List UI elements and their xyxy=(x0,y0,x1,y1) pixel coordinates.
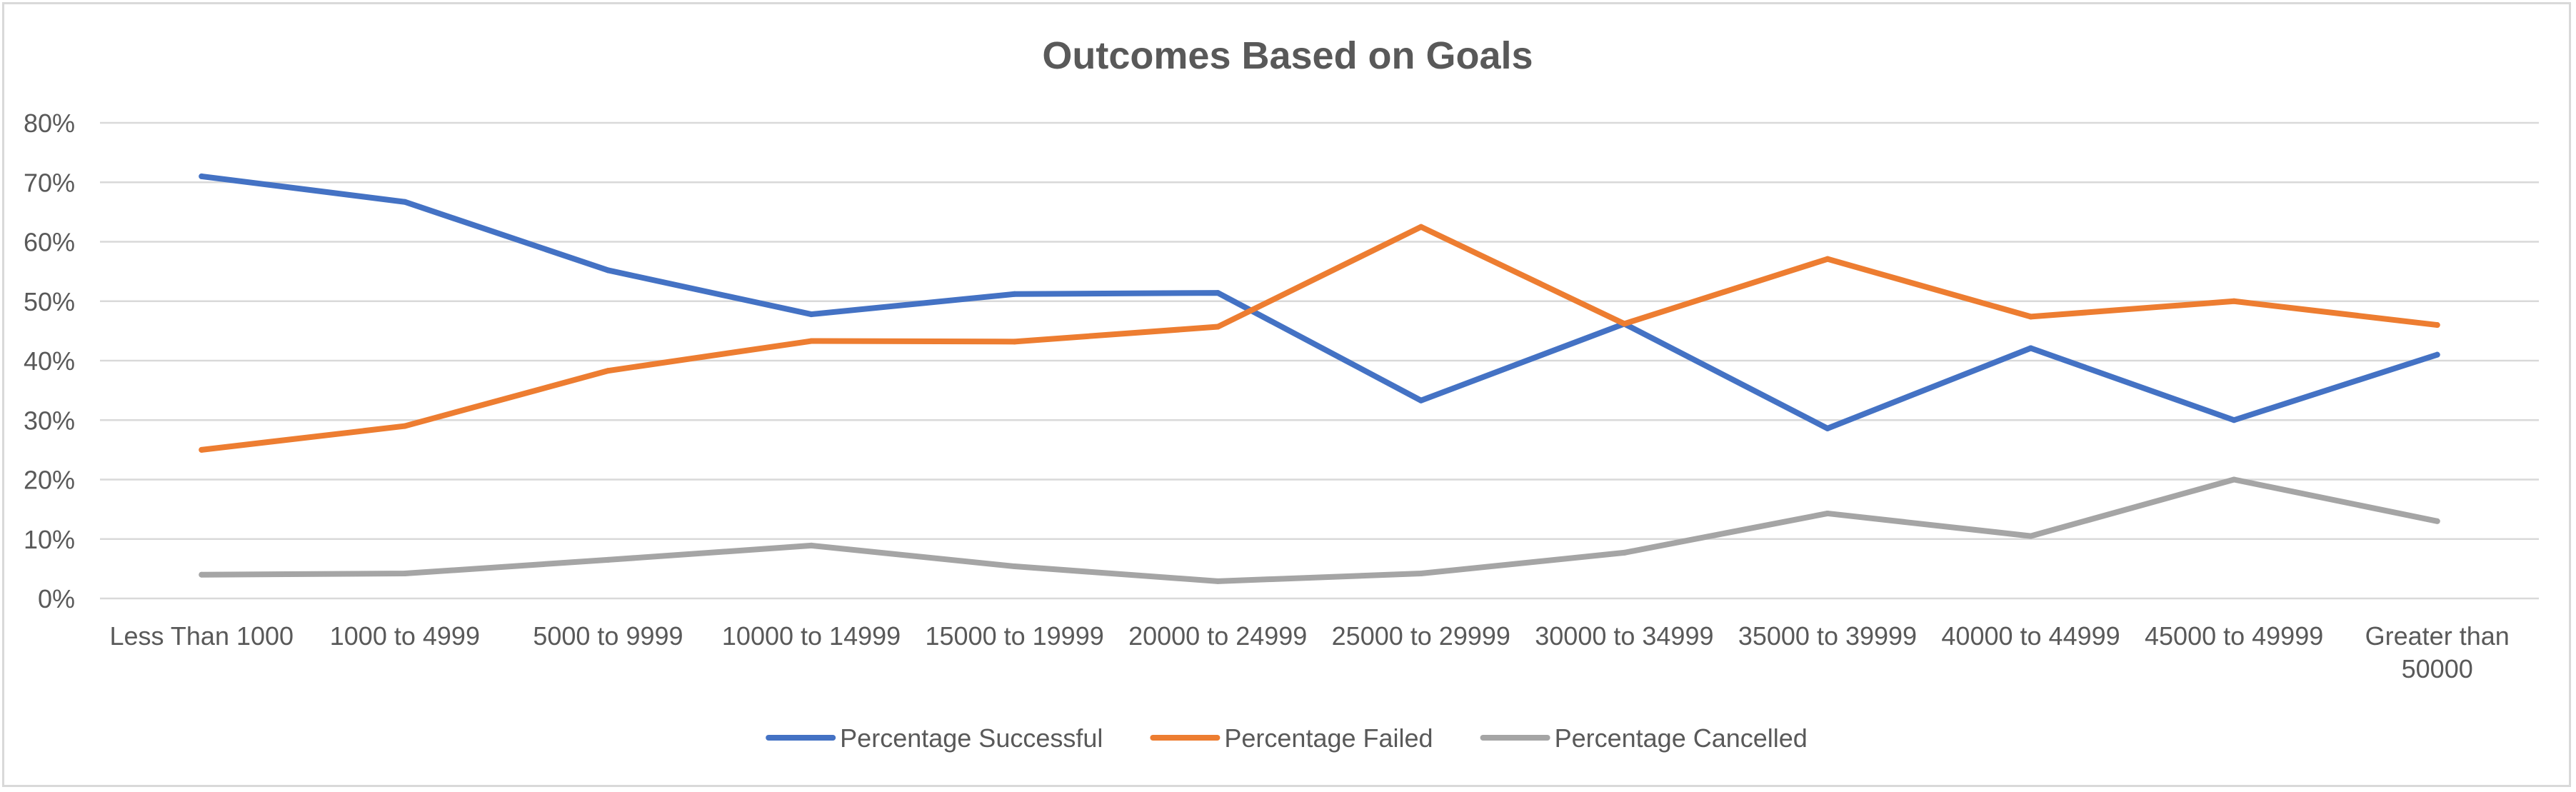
data-point xyxy=(2231,476,2237,483)
y-tick-label: 10% xyxy=(24,525,75,554)
y-tick-label: 20% xyxy=(24,466,75,495)
data-point xyxy=(1011,339,1018,345)
legend-label: Percentage Cancelled xyxy=(1555,723,1808,753)
data-point xyxy=(199,446,205,453)
data-point xyxy=(1215,290,1221,296)
legend-item: Percentage Cancelled xyxy=(1480,723,1808,753)
legend: Percentage Successful Percentage Failed Pe… xyxy=(766,723,1808,753)
data-point xyxy=(2434,351,2440,358)
x-tick-label: 10000 to 14999 xyxy=(722,621,901,651)
x-tick-label: 15000 to 19999 xyxy=(926,621,1104,651)
data-point xyxy=(1824,510,1830,516)
series-line xyxy=(199,476,2440,584)
legend-label: Percentage Successful xyxy=(840,723,1103,753)
x-tick-label: Greater than 50000 xyxy=(2365,621,2510,683)
x-tick-label: 30000 to 34999 xyxy=(1535,621,1713,651)
y-tick-label: 0% xyxy=(38,584,75,613)
data-point xyxy=(1011,563,1018,570)
data-point xyxy=(2231,298,2237,304)
legend-label: Percentage Failed xyxy=(1224,723,1433,753)
series-percentage-failed xyxy=(199,224,2440,453)
y-axis-ticks: 0% 10% 20% 30% 40% 50% 60% 70% 80% xyxy=(24,109,75,613)
data-point xyxy=(1215,324,1221,330)
data-point xyxy=(199,571,205,578)
data-point xyxy=(1824,256,1830,262)
data-point xyxy=(1418,224,1424,230)
x-tick-label: 25000 to 29999 xyxy=(1332,621,1510,651)
data-point xyxy=(808,311,815,318)
data-point xyxy=(808,338,815,344)
data-point xyxy=(2231,417,2237,423)
x-tick-label: 40000 to 44999 xyxy=(1941,621,2120,651)
data-point xyxy=(1418,397,1424,403)
data-point xyxy=(1418,571,1424,577)
series-line xyxy=(199,173,2440,431)
data-point xyxy=(1824,425,1830,431)
gridlines xyxy=(100,121,2539,600)
data-point xyxy=(401,571,408,577)
y-tick-label: 80% xyxy=(24,109,75,138)
x-tick-label: 20000 to 24999 xyxy=(1128,621,1307,651)
series-line xyxy=(199,224,2440,453)
data-point xyxy=(605,368,611,374)
x-tick-label: 35000 to 39999 xyxy=(1738,621,1917,651)
data-point xyxy=(2434,322,2440,329)
x-tick-label: 1000 to 4999 xyxy=(330,621,480,651)
data-point xyxy=(808,542,815,548)
data-point xyxy=(1621,549,1628,556)
x-tick-label: 45000 to 49999 xyxy=(2145,621,2323,651)
y-tick-label: 30% xyxy=(24,406,75,435)
series-percentage-successful xyxy=(199,173,2440,431)
x-axis-ticks: Less Than 1000 1000 to 4999 5000 to 9999 10… xyxy=(110,621,2510,683)
data-point xyxy=(2028,345,2034,351)
legend-item: Percentage Successful xyxy=(766,723,1103,753)
series-lines xyxy=(199,173,2440,584)
y-tick-label: 40% xyxy=(24,346,75,376)
data-point xyxy=(2028,533,2034,539)
data-point xyxy=(1621,321,1628,327)
data-point xyxy=(199,173,205,179)
data-point xyxy=(605,267,611,274)
x-tick-label: 5000 to 9999 xyxy=(533,621,683,651)
chart-title: Outcomes Based on Goals xyxy=(1042,34,1533,77)
y-tick-label: 50% xyxy=(24,287,75,316)
y-tick-label: 60% xyxy=(24,228,75,257)
series-percentage-cancelled xyxy=(199,476,2440,584)
x-tick-label: Less Than 1000 xyxy=(110,621,294,651)
y-tick-label: 70% xyxy=(24,168,75,197)
data-point xyxy=(401,199,408,205)
data-point xyxy=(605,556,611,563)
legend-item: Percentage Failed xyxy=(1150,723,1433,753)
data-point xyxy=(401,423,408,429)
data-point xyxy=(1011,291,1018,297)
data-point xyxy=(1215,578,1221,584)
data-point xyxy=(2028,314,2034,320)
data-point xyxy=(2434,518,2440,524)
